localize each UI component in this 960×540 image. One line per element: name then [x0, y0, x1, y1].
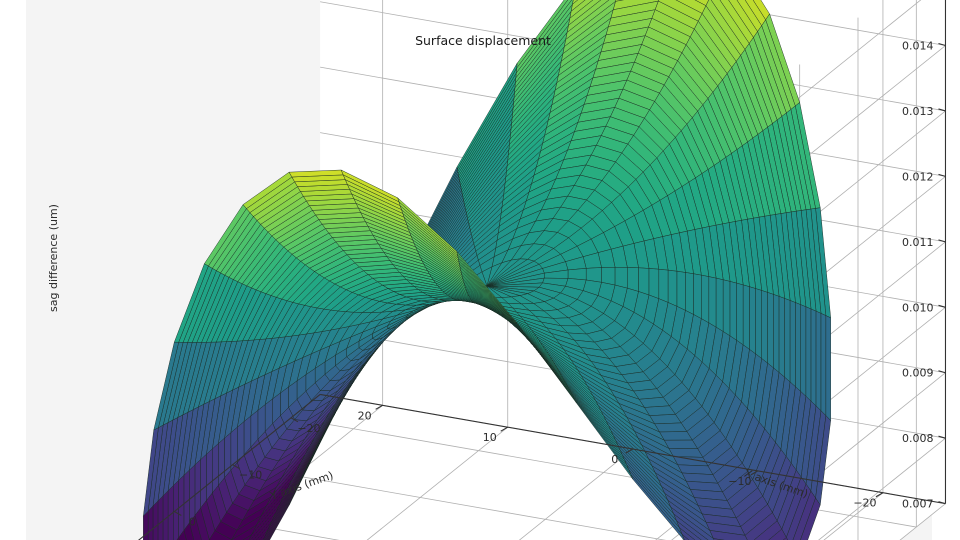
page-title: Surface displacement: [415, 33, 551, 48]
axis-tick-label: 0.011: [902, 236, 934, 249]
surface-mesh: [143, 0, 831, 540]
axis-ticks: [174, 42, 946, 517]
axis-tick-label: 20: [358, 409, 372, 422]
axis-tick-label: 0.013: [902, 105, 934, 118]
axis-tick-label: 0.007: [902, 498, 934, 511]
axis-tick-label: −20: [297, 422, 320, 435]
axis-tick-label: −20: [853, 497, 876, 510]
axis-tick-label: 0.009: [902, 367, 934, 380]
axis-tick-label: 0.012: [902, 170, 934, 183]
axis-tick-label: 0.010: [902, 301, 934, 314]
axis-tick-label: 0.008: [902, 432, 934, 445]
z-axis-title: sag difference (um): [47, 204, 60, 312]
axis-tick-label: 0.014: [902, 40, 934, 53]
axis-tick-label: 10: [483, 431, 497, 444]
axis-tick-label: −10: [239, 469, 262, 482]
axis-tick-label: −10: [728, 475, 751, 488]
axis-tick-label: 0: [611, 453, 618, 466]
axis-tick-label: 0: [189, 516, 196, 529]
axis-tick-labels: 0.007 0.008 0.009 0.010 0.011 0.012 0.013 0.014…: [189, 40, 934, 529]
